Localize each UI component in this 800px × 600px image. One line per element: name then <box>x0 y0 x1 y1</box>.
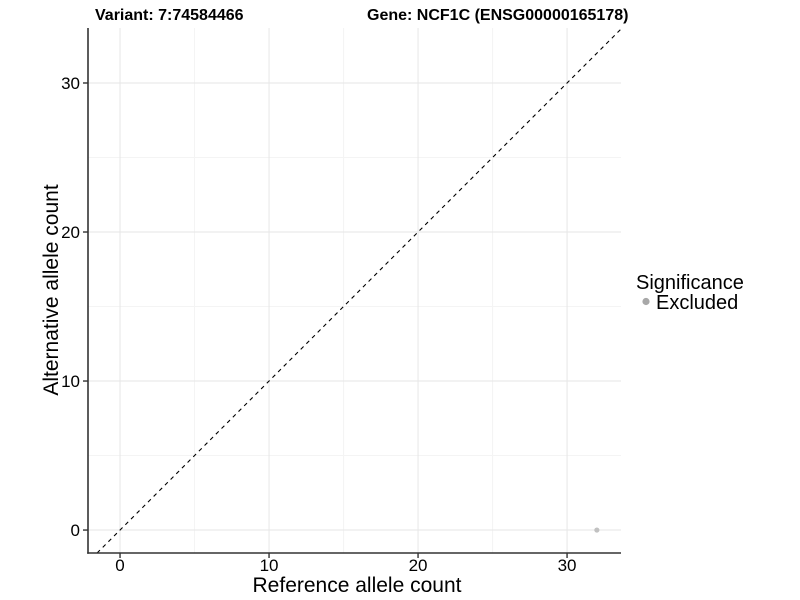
y-tick-label: 0 <box>71 521 80 540</box>
x-tick-label: 30 <box>558 556 577 575</box>
axes-layer <box>83 28 621 558</box>
gridlines-minor <box>88 28 621 553</box>
x-tick-label: 0 <box>115 556 124 575</box>
tick-labels-layer: 0 10 20 30 0 10 20 30 <box>61 74 576 575</box>
plot-title-variant: Variant: 7:74584466 <box>95 7 244 24</box>
identity-line-layer <box>96 28 622 554</box>
y-tick-label: 20 <box>61 223 80 242</box>
legend-key-dot-icon <box>642 297 650 306</box>
legend-entry-excluded: Excluded <box>656 292 738 314</box>
y-axis-title: Alternative allele count <box>40 184 63 395</box>
x-tick-label: 20 <box>409 556 428 575</box>
y-tick-label: 10 <box>61 372 80 391</box>
x-axis-title: Reference allele count <box>253 574 462 597</box>
gridlines-major <box>88 28 621 553</box>
legend-title: Significance <box>636 272 744 294</box>
plot-title-gene: Gene: NCF1C (ENSG00000165178) <box>367 7 628 24</box>
y-tick-label: 30 <box>61 74 80 93</box>
x-tick-label: 10 <box>260 556 279 575</box>
legend: Significance Excluded <box>636 272 744 314</box>
identity-dashed-line <box>96 28 622 554</box>
data-point-excluded <box>594 527 600 533</box>
data-points-layer <box>594 527 600 533</box>
